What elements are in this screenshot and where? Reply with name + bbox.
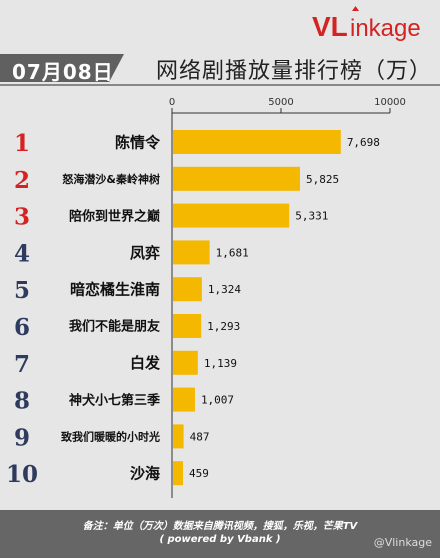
category-label: 我们不能是朋友 xyxy=(69,319,160,335)
footer-note: 备注：单位（万次）数据来自腾讯视频，搜狐，乐视，芒果TV xyxy=(82,521,358,532)
logo-accent-icon xyxy=(352,6,359,11)
bar xyxy=(173,314,202,338)
logo-rest: inkage xyxy=(350,15,421,42)
rank-number: 6 xyxy=(14,314,30,341)
category-label: 陈情令 xyxy=(115,133,161,151)
value-label: 459 xyxy=(189,467,209,480)
weibo-handle: @Vlinkage xyxy=(373,536,432,549)
title-divider xyxy=(0,84,440,86)
bar xyxy=(173,240,210,265)
date-text: 07月08日 xyxy=(12,60,114,84)
value-label: 1,293 xyxy=(207,320,240,333)
value-label: 1,139 xyxy=(204,357,237,370)
rank-number: 4 xyxy=(14,240,30,267)
rank-number: 10 xyxy=(6,461,38,488)
vlinkage-logo: VL inkage xyxy=(312,6,421,42)
category-label: 神犬小七第三季 xyxy=(69,392,160,408)
bar xyxy=(173,461,184,486)
bar xyxy=(173,203,290,228)
bar xyxy=(173,166,300,191)
value-label: 7,698 xyxy=(347,136,380,149)
category-label: 怒海潜沙&秦岭神树 xyxy=(62,172,160,186)
category-label: 陪你到世界之巅 xyxy=(69,208,160,224)
bar xyxy=(173,277,202,302)
category-label: 凤弈 xyxy=(130,244,160,262)
logo-v: VL xyxy=(312,11,348,42)
category-label: 暗恋橘生淮南 xyxy=(70,281,160,299)
rank-number: 7 xyxy=(14,351,30,378)
bar xyxy=(173,424,184,449)
rank-number: 2 xyxy=(14,167,30,194)
date-badge: 07月08日 xyxy=(0,54,124,84)
rank-number: 9 xyxy=(14,424,30,451)
rank-number: 3 xyxy=(14,204,30,231)
value-label: 1,324 xyxy=(208,283,241,296)
value-label: 1,681 xyxy=(216,246,249,259)
value-label: 1,007 xyxy=(201,394,234,407)
rank-number: 1 xyxy=(14,130,30,157)
value-label: 5,331 xyxy=(295,210,328,223)
bar xyxy=(173,387,195,412)
category-label: 致我们暖暖的小时光 xyxy=(61,429,160,443)
rank-number: 8 xyxy=(14,388,30,415)
x-tick-label: 5000 xyxy=(268,97,293,108)
bar xyxy=(173,350,198,375)
category-label: 沙海 xyxy=(130,465,160,483)
value-label: 5,825 xyxy=(306,173,339,186)
bar-chart: 0 5000 10000 1 陈情令 7,698 2 怒海潜沙&秦岭神树 5,825 3 陪你到世界… xyxy=(6,97,406,498)
footer-powered: ( powered by Vbank ) xyxy=(159,534,281,545)
x-tick-label: 10000 xyxy=(374,97,406,108)
footer: 备注：单位（万次）数据来自腾讯视频，搜狐，乐视，芒果TV ( powered b… xyxy=(0,510,440,558)
value-label: 487 xyxy=(190,430,210,443)
rank-number: 5 xyxy=(14,277,30,304)
chart-title: 网络剧播放量排行榜（万） xyxy=(156,59,433,84)
x-tick-label: 0 xyxy=(169,97,175,108)
bar xyxy=(173,130,341,154)
category-label: 白发 xyxy=(130,354,161,372)
